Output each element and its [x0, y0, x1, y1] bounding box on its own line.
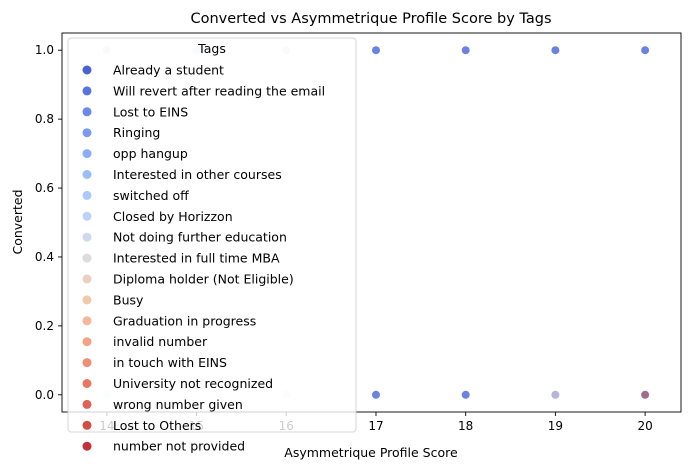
legend-marker — [82, 316, 92, 326]
data-point — [371, 390, 380, 399]
data-point — [551, 390, 560, 399]
legend-marker — [82, 190, 92, 200]
y-axis-label: Converted — [10, 189, 25, 254]
legend-label: Ringing — [113, 125, 160, 140]
legend-marker — [82, 211, 92, 221]
legend-label: Interested in full time MBA — [113, 251, 280, 266]
data-point — [371, 46, 380, 55]
legend-marker — [82, 399, 92, 409]
x-axis-label: Asymmetrique Profile Score — [284, 445, 458, 460]
legend-label: Already a student — [113, 63, 224, 78]
data-point — [551, 46, 560, 55]
legend-label: number not provided — [113, 439, 245, 454]
y-tick-label: 0.2 — [35, 319, 54, 333]
legend-label: Closed by Horizzon — [113, 209, 233, 224]
legend-marker — [82, 295, 92, 305]
data-point — [641, 390, 650, 399]
legend-marker — [82, 253, 92, 263]
chart-title: Converted vs Asymmetrique Profile Score … — [190, 11, 551, 27]
legend-label: invalid number — [113, 334, 208, 349]
y-tick-label: 1.0 — [35, 43, 54, 57]
legend-box — [67, 37, 357, 433]
legend-marker — [82, 149, 92, 159]
data-point — [461, 390, 470, 399]
x-tick-label: 17 — [368, 419, 383, 433]
data-point — [461, 46, 470, 55]
legend-marker — [82, 86, 92, 96]
legend-marker — [82, 441, 92, 451]
y-axis: 0.0 0.2 0.4 0.6 0.8 1.0 — [35, 43, 62, 402]
legend-marker — [82, 170, 92, 179]
legend-marker — [82, 274, 92, 284]
legend-marker — [82, 337, 92, 347]
legend-label: wrong number given — [113, 397, 243, 412]
legend-marker — [82, 358, 92, 368]
legend: Tags Already a student Will revert after r… — [67, 37, 357, 454]
y-tick-label: 0.8 — [35, 112, 54, 126]
legend-label: switched off — [113, 188, 189, 203]
legend-marker — [82, 379, 92, 388]
y-tick-label: 0.4 — [35, 250, 54, 264]
legend-label: Lost to Others — [113, 418, 201, 433]
legend-marker — [82, 128, 92, 138]
legend-label: in touch with EINS — [113, 355, 227, 370]
plot-frame — [61, 32, 682, 413]
legend-label: Lost to EINS — [113, 104, 188, 119]
legend-marker — [82, 232, 92, 242]
legend-marker — [82, 65, 92, 75]
x-tick-label: 19 — [548, 419, 563, 433]
legend-label: Will revert after reading the email — [113, 83, 325, 98]
legend-label: Not doing further education — [113, 230, 287, 245]
legend-title: Tags — [197, 41, 226, 56]
legend-label: University not recognized — [113, 376, 273, 391]
legend-label: Interested in other courses — [113, 167, 282, 182]
legend-label: Busy — [113, 292, 144, 307]
x-tick-label: 20 — [637, 419, 652, 433]
legend-label: Diploma holder (Not Eligible) — [113, 272, 294, 287]
legend-label: opp hangup — [113, 146, 188, 161]
y-tick-label: 0.6 — [35, 181, 54, 195]
legend-marker — [82, 107, 92, 117]
y-tick-label: 0.0 — [35, 388, 54, 402]
data-point — [641, 46, 650, 55]
x-tick-label: 18 — [458, 419, 473, 433]
legend-marker — [82, 420, 92, 430]
legend-label: Graduation in progress — [113, 313, 256, 328]
